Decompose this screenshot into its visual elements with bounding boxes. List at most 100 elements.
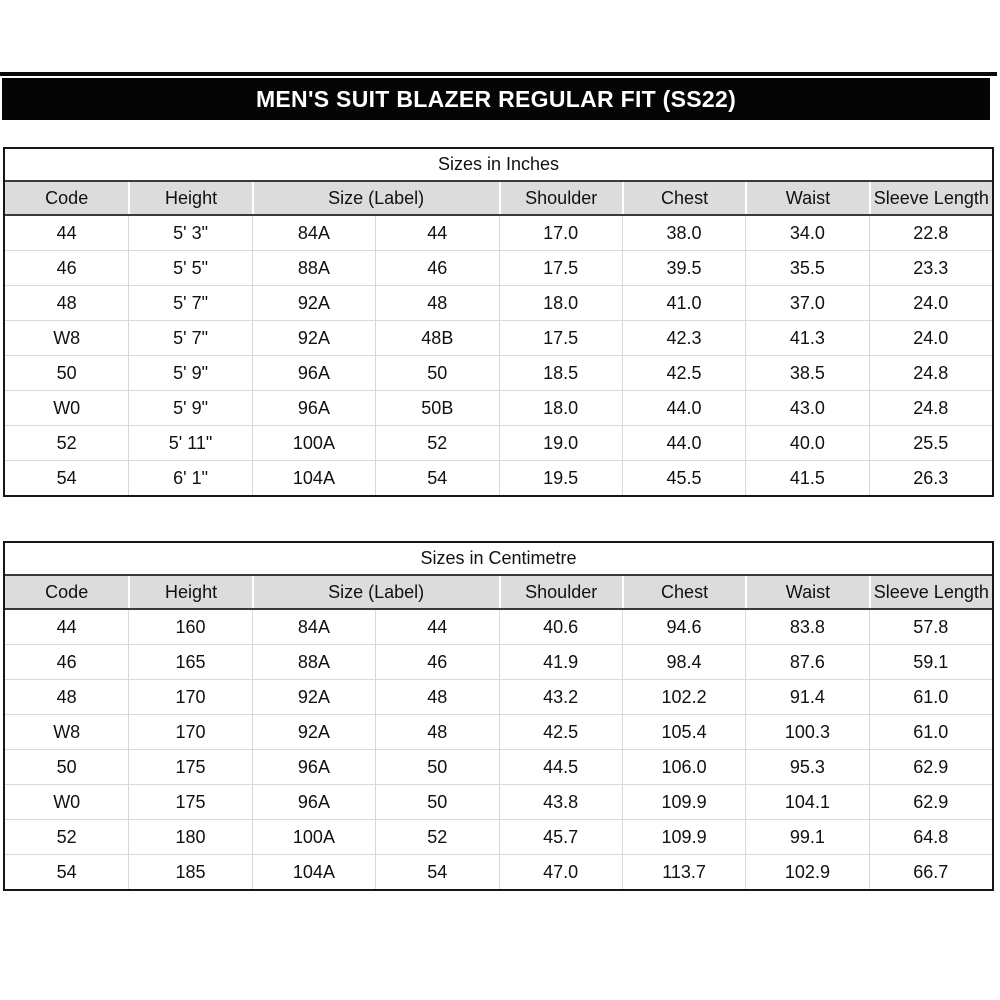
header-cell-size-label: Size (Label) — [251, 182, 499, 214]
table-cell: 41.3 — [745, 321, 868, 355]
table-cell: 44 — [375, 610, 498, 644]
table-row: 44 160 84A 44 40.6 94.6 83.8 57.8 — [5, 610, 992, 644]
table-cell: 44.5 — [498, 750, 622, 784]
table-cell: 64.8 — [868, 820, 992, 854]
table-row: 48 5' 7" 92A 48 18.0 41.0 37.0 24.0 — [5, 285, 992, 320]
table-cell: 24.8 — [868, 391, 992, 425]
table-cell: 61.0 — [868, 715, 992, 749]
table-cell: 62.9 — [868, 750, 992, 784]
table-cell: 18.0 — [498, 286, 622, 320]
table-cell: 24.0 — [868, 321, 992, 355]
table-cell: 40.6 — [498, 610, 622, 644]
size-table-inches: Sizes in Inches Code Height Size (Label)… — [3, 147, 994, 497]
table-row: 44 5' 3" 84A 44 17.0 38.0 34.0 22.8 — [5, 216, 992, 250]
table-body: 44 160 84A 44 40.6 94.6 83.8 57.8 46 165 88A 46 41.9… — [5, 610, 992, 889]
page-title: MEN'S SUIT BLAZER REGULAR FIT (SS22) — [255, 85, 737, 112]
table-cell: 48 — [375, 715, 498, 749]
table-cell: 57.8 — [868, 610, 992, 644]
table-cell: 99.1 — [745, 820, 868, 854]
table-cell: 5' 7" — [128, 286, 251, 320]
table-cell: 48 — [375, 680, 498, 714]
table-cell: 37.0 — [745, 286, 868, 320]
table-cell: 109.9 — [621, 785, 745, 819]
header-cell-sleeve-length: Sleeve Length — [868, 182, 992, 214]
header-cell-waist: Waist — [745, 182, 868, 214]
table-cell: 44 — [56, 222, 77, 243]
table-cell: 95.3 — [745, 750, 868, 784]
table-cell: 170 — [128, 680, 251, 714]
table-row: W0 175 96A 50 43.8 109.9 104.1 62.9 — [5, 784, 992, 819]
table-cell: 45.5 — [621, 461, 745, 495]
table-cell: 52 — [56, 826, 77, 847]
table-cell: 40.0 — [745, 426, 868, 460]
table-cell: 38.5 — [745, 356, 868, 390]
table-cell: 83.8 — [745, 610, 868, 644]
table-cell: 52 — [56, 432, 77, 453]
header-cell-code: Code — [45, 581, 89, 602]
table-caption: Sizes in Centimetre — [5, 543, 992, 576]
table-cell: 84A — [251, 216, 375, 250]
table-cell: 17.5 — [498, 251, 622, 285]
table-caption-text: Sizes in Inches — [437, 154, 560, 174]
table-cell: 22.8 — [868, 216, 992, 250]
table-cell: 98.4 — [621, 645, 745, 679]
table-row: 48 170 92A 48 43.2 102.2 91.4 61.0 — [5, 679, 992, 714]
table-cell: 91.4 — [745, 680, 868, 714]
table-cell: 5' 5" — [128, 251, 251, 285]
table-cell: 44.0 — [621, 391, 745, 425]
table-row: 50 5' 9" 96A 50 18.5 42.5 38.5 24.8 — [5, 355, 992, 390]
header-cell-size-label: Size (Label) — [251, 576, 499, 608]
table-row: 54 6' 1" 104A 54 19.5 45.5 41.5 26.3 — [5, 460, 992, 495]
table-cell: 5' 3" — [128, 216, 251, 250]
table-cell: 54 — [375, 461, 498, 495]
table-cell: 43.0 — [745, 391, 868, 425]
table-cell: 105.4 — [621, 715, 745, 749]
table-cell: 41.0 — [621, 286, 745, 320]
table-cell: 50 — [375, 785, 498, 819]
header-cell-sleeve-length: Sleeve Length — [868, 576, 992, 608]
table-cell: 52 — [375, 820, 498, 854]
table-row: 50 175 96A 50 44.5 106.0 95.3 62.9 — [5, 749, 992, 784]
table-row: W8 170 92A 48 42.5 105.4 100.3 61.0 — [5, 714, 992, 749]
table-cell: 96A — [251, 750, 375, 784]
table-cell: 42.3 — [621, 321, 745, 355]
table-cell: 104A — [251, 461, 375, 495]
table-cell: 38.0 — [621, 216, 745, 250]
header-cell-chest: Chest — [621, 576, 745, 608]
table-caption: Sizes in Inches — [5, 149, 992, 182]
table-cell: 92A — [251, 286, 375, 320]
table-cell: 66.7 — [868, 855, 992, 889]
table-cell: 18.5 — [498, 356, 622, 390]
table-row: W0 5' 9" 96A 50B 18.0 44.0 43.0 24.8 — [5, 390, 992, 425]
table-cell: 100A — [251, 820, 375, 854]
table-cell: 6' 1" — [128, 461, 251, 495]
size-table-centimetre: Sizes in Centimetre Code Height Size (La… — [3, 541, 994, 891]
table-cell: 44.0 — [621, 426, 745, 460]
table-cell: 42.5 — [498, 715, 622, 749]
table-cell: 18.0 — [498, 391, 622, 425]
table-row: 46 165 88A 46 41.9 98.4 87.6 59.1 — [5, 644, 992, 679]
table-row: 52 180 100A 52 45.7 109.9 99.1 64.8 — [5, 819, 992, 854]
header-cell-shoulder: Shoulder — [498, 576, 622, 608]
table-cell: 24.8 — [868, 356, 992, 390]
table-cell: 84A — [251, 610, 375, 644]
table-cell: 44 — [375, 216, 498, 250]
table-cell: 5' 9" — [128, 391, 251, 425]
table-row: W8 5' 7" 92A 48B 17.5 42.3 41.3 24.0 — [5, 320, 992, 355]
table-cell: 175 — [128, 750, 251, 784]
table-cell: 170 — [128, 715, 251, 749]
table-cell: 62.9 — [868, 785, 992, 819]
table-cell: 50 — [56, 756, 77, 777]
table-cell: 175 — [128, 785, 251, 819]
table-cell: 185 — [128, 855, 251, 889]
table-cell: 48 — [375, 286, 498, 320]
table-cell: 48 — [56, 686, 77, 707]
table-cell: 52 — [375, 426, 498, 460]
header-row: Code Height Size (Label) Shoulder Chest … — [5, 576, 992, 610]
header-cell-waist: Waist — [745, 576, 868, 608]
table-cell: 88A — [251, 645, 375, 679]
table-cell: 24.0 — [868, 286, 992, 320]
table-cell: 92A — [251, 321, 375, 355]
table-cell: 23.3 — [868, 251, 992, 285]
